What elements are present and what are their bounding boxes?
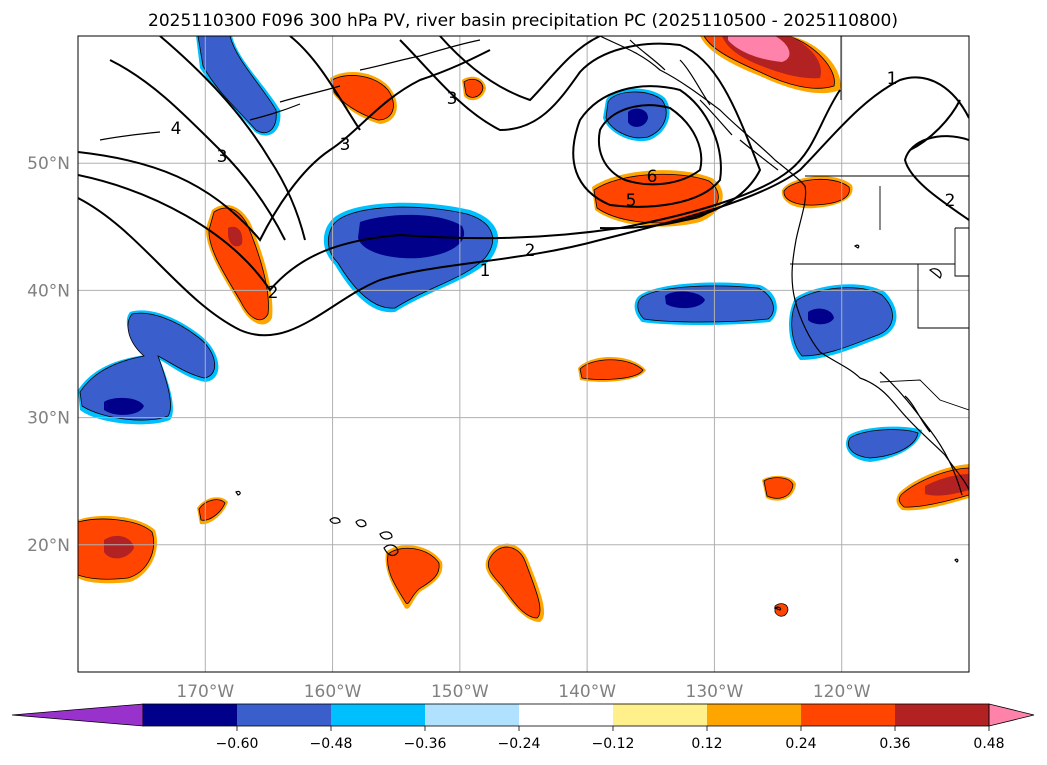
lon-tick-label: 150°W xyxy=(431,682,489,702)
precip-blob-far-west xyxy=(78,515,158,584)
latitude-labels: 50°N 40°N 30°N 20°N xyxy=(27,154,70,556)
precip-blob-gulf-north xyxy=(700,36,841,94)
contour-label-2: 2 xyxy=(525,241,536,261)
contour-label-6: 6 xyxy=(647,167,658,187)
colorbar-tick-label: 0.36 xyxy=(879,736,910,752)
lon-tick-label: 130°W xyxy=(686,682,744,702)
pv-contour-4 xyxy=(109,36,306,241)
precip-blob-baja-neg xyxy=(846,426,922,462)
colorbar-segment xyxy=(143,704,238,726)
precip-blob-mid-pacific xyxy=(634,282,777,325)
colorbar-tick-label: −0.12 xyxy=(592,736,635,752)
lat-tick-label: 20°N xyxy=(27,536,70,556)
precip-blob-west-central xyxy=(205,204,273,325)
chart-title: 2025110300 F096 300 hPa PV, river basin … xyxy=(148,11,898,31)
alaska-coast xyxy=(99,39,481,141)
lon-tick-label: 140°W xyxy=(558,682,616,702)
longitude-labels: 170°W 160°W 150°W 140°W 130°W 120°W xyxy=(176,682,870,702)
precip-blob-subtropical-west xyxy=(78,310,219,425)
pv-contour-1 xyxy=(78,76,969,337)
colorbar-tick-label: −0.36 xyxy=(404,736,447,752)
lon-tick-label: 120°W xyxy=(813,682,871,702)
lat-tick-label: 50°N xyxy=(27,154,70,174)
colorbar-segment xyxy=(613,704,708,726)
pv-contours xyxy=(78,36,969,337)
map-panel: 1 1 2 2 2 3 3 3 4 5 6 170°W 160°W 150°W 140… xyxy=(27,35,970,702)
pv-contour-3b xyxy=(399,39,762,230)
pv-contour-6 xyxy=(598,104,703,186)
contour-label-2-east: 2 xyxy=(945,191,956,211)
contour-label-5: 5 xyxy=(626,191,637,211)
gridlines xyxy=(78,36,969,672)
contour-labels: 1 1 2 2 2 3 3 3 4 5 6 xyxy=(171,69,956,303)
state-borders xyxy=(879,186,969,329)
precip-blob-oregon xyxy=(781,176,853,209)
precipitation-layer xyxy=(78,36,969,622)
colorbar: −0.60 −0.48 −0.36 −0.24 −0.12 0.12 0.24 0.36 0.4… xyxy=(11,703,1035,752)
precip-blob-bering xyxy=(330,72,486,124)
colorbar-tick-label: −0.24 xyxy=(498,736,541,752)
small-islands xyxy=(235,244,959,611)
us-mexico-border xyxy=(879,379,969,411)
precip-blob-alaska-panhandle xyxy=(603,88,670,142)
north-america-coast xyxy=(599,36,969,491)
colorbar-segment xyxy=(895,704,990,726)
contour-label-1-east: 1 xyxy=(887,69,898,89)
lon-tick-label: 170°W xyxy=(176,682,234,702)
colorbar-segment xyxy=(425,704,520,726)
baja-peninsula-coast xyxy=(879,371,963,496)
colorbar-tick-label: 0.12 xyxy=(691,736,722,752)
alaska-panhandle-islands xyxy=(629,39,779,171)
lat-tick-label: 40°N xyxy=(27,281,70,301)
map-frame xyxy=(77,35,970,673)
pv-contour-outer xyxy=(289,36,961,151)
pv-contour-5 xyxy=(572,85,722,208)
colorbar-extend-high xyxy=(988,703,1035,727)
lon-tick-label: 160°W xyxy=(304,682,362,702)
coastlines xyxy=(99,36,969,611)
contour-label-2-west: 2 xyxy=(268,283,279,303)
contour-label-1: 1 xyxy=(480,261,491,281)
interior-state-borders xyxy=(954,227,969,277)
precip-blob-hawaii xyxy=(385,543,545,622)
colorbar-tick-label: −0.60 xyxy=(216,736,259,752)
precip-blob-baja-south xyxy=(896,464,969,511)
pv-contour-3a xyxy=(78,49,491,242)
pv-contour-2a xyxy=(78,89,841,292)
political-borders xyxy=(790,36,969,411)
contour-label-3-west: 3 xyxy=(217,147,228,167)
contour-label-3: 3 xyxy=(340,135,351,155)
pv-contour-2b xyxy=(903,135,969,221)
colorbar-outline xyxy=(142,703,990,727)
colorbar-segment xyxy=(331,704,426,726)
lat-tick-label: 30°N xyxy=(27,409,70,429)
contour-label-3-north: 3 xyxy=(447,89,458,109)
precip-blob-upper-left xyxy=(196,36,281,136)
colorbar-tick-label: 0.48 xyxy=(973,736,1004,752)
contour-label-4: 4 xyxy=(171,119,182,139)
colorbar-tick-label: 0.24 xyxy=(785,736,816,752)
hawaiian-islands xyxy=(329,517,399,557)
colorbar-segment xyxy=(519,704,614,726)
colorbar-extend-low xyxy=(11,703,144,727)
colorbar-segment xyxy=(707,704,802,726)
colorbar-segment xyxy=(801,704,896,726)
colorbar-tick-label: −0.48 xyxy=(310,736,353,752)
precip-blob-california xyxy=(788,284,897,360)
colorbar-segment xyxy=(237,704,332,726)
